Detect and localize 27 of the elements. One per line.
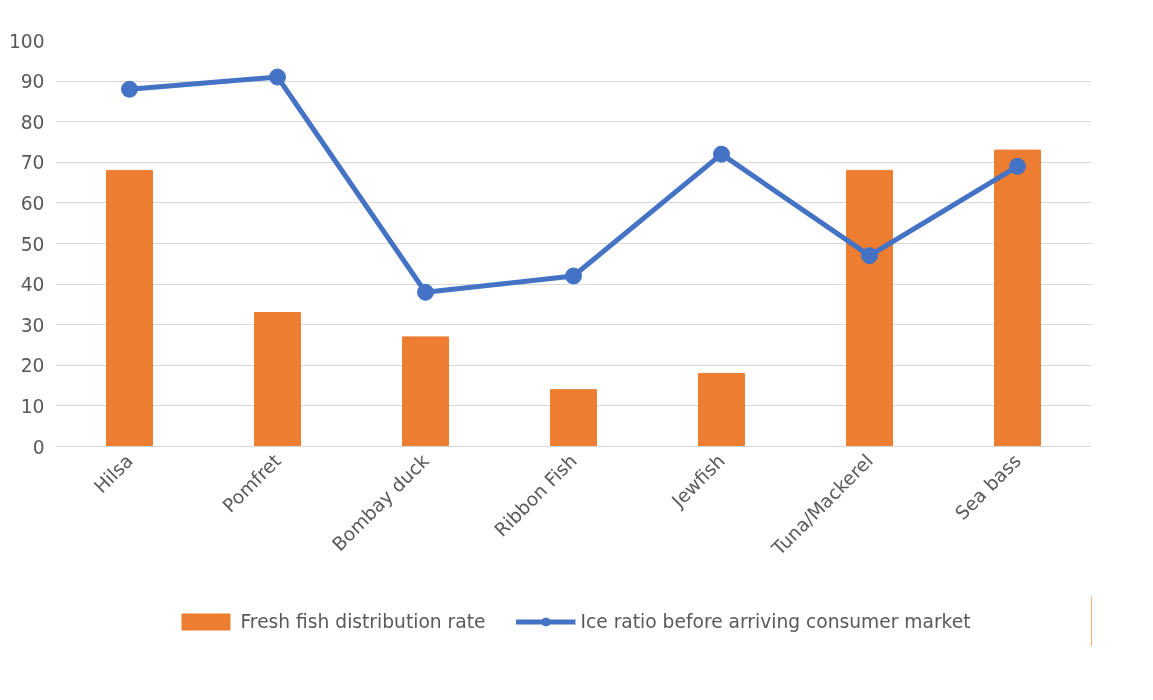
- y-tick-label: 40: [20, 274, 45, 296]
- bar: [254, 312, 301, 447]
- legend-label: Ice ratio before arriving consumer market: [580, 610, 971, 632]
- y-tick-label: 70: [20, 152, 45, 174]
- point: [269, 68, 286, 86]
- y-tick-label: 20: [20, 355, 45, 377]
- bar: [846, 169, 893, 447]
- legend-label: Fresh fish distribution rate: [240, 610, 486, 632]
- y-tick-label: 90: [20, 71, 45, 93]
- y-tick-label: 30: [20, 314, 45, 336]
- bar: [994, 149, 1041, 447]
- point: [1009, 157, 1026, 175]
- y-tick-label: 50: [20, 233, 45, 255]
- y-tick-label: 0: [32, 436, 45, 458]
- bar: [698, 372, 745, 447]
- point: [713, 145, 730, 163]
- point: [417, 283, 434, 301]
- bar: [106, 169, 153, 447]
- bar: [402, 336, 449, 447]
- point: [565, 267, 582, 285]
- y-tick-label: 10: [20, 395, 45, 417]
- point: [121, 80, 138, 98]
- y-tick-label: 80: [20, 111, 45, 133]
- y-tick-label: 60: [20, 192, 45, 214]
- y-tick-label: 100: [8, 30, 45, 52]
- point: [861, 247, 878, 265]
- bar: [550, 389, 597, 447]
